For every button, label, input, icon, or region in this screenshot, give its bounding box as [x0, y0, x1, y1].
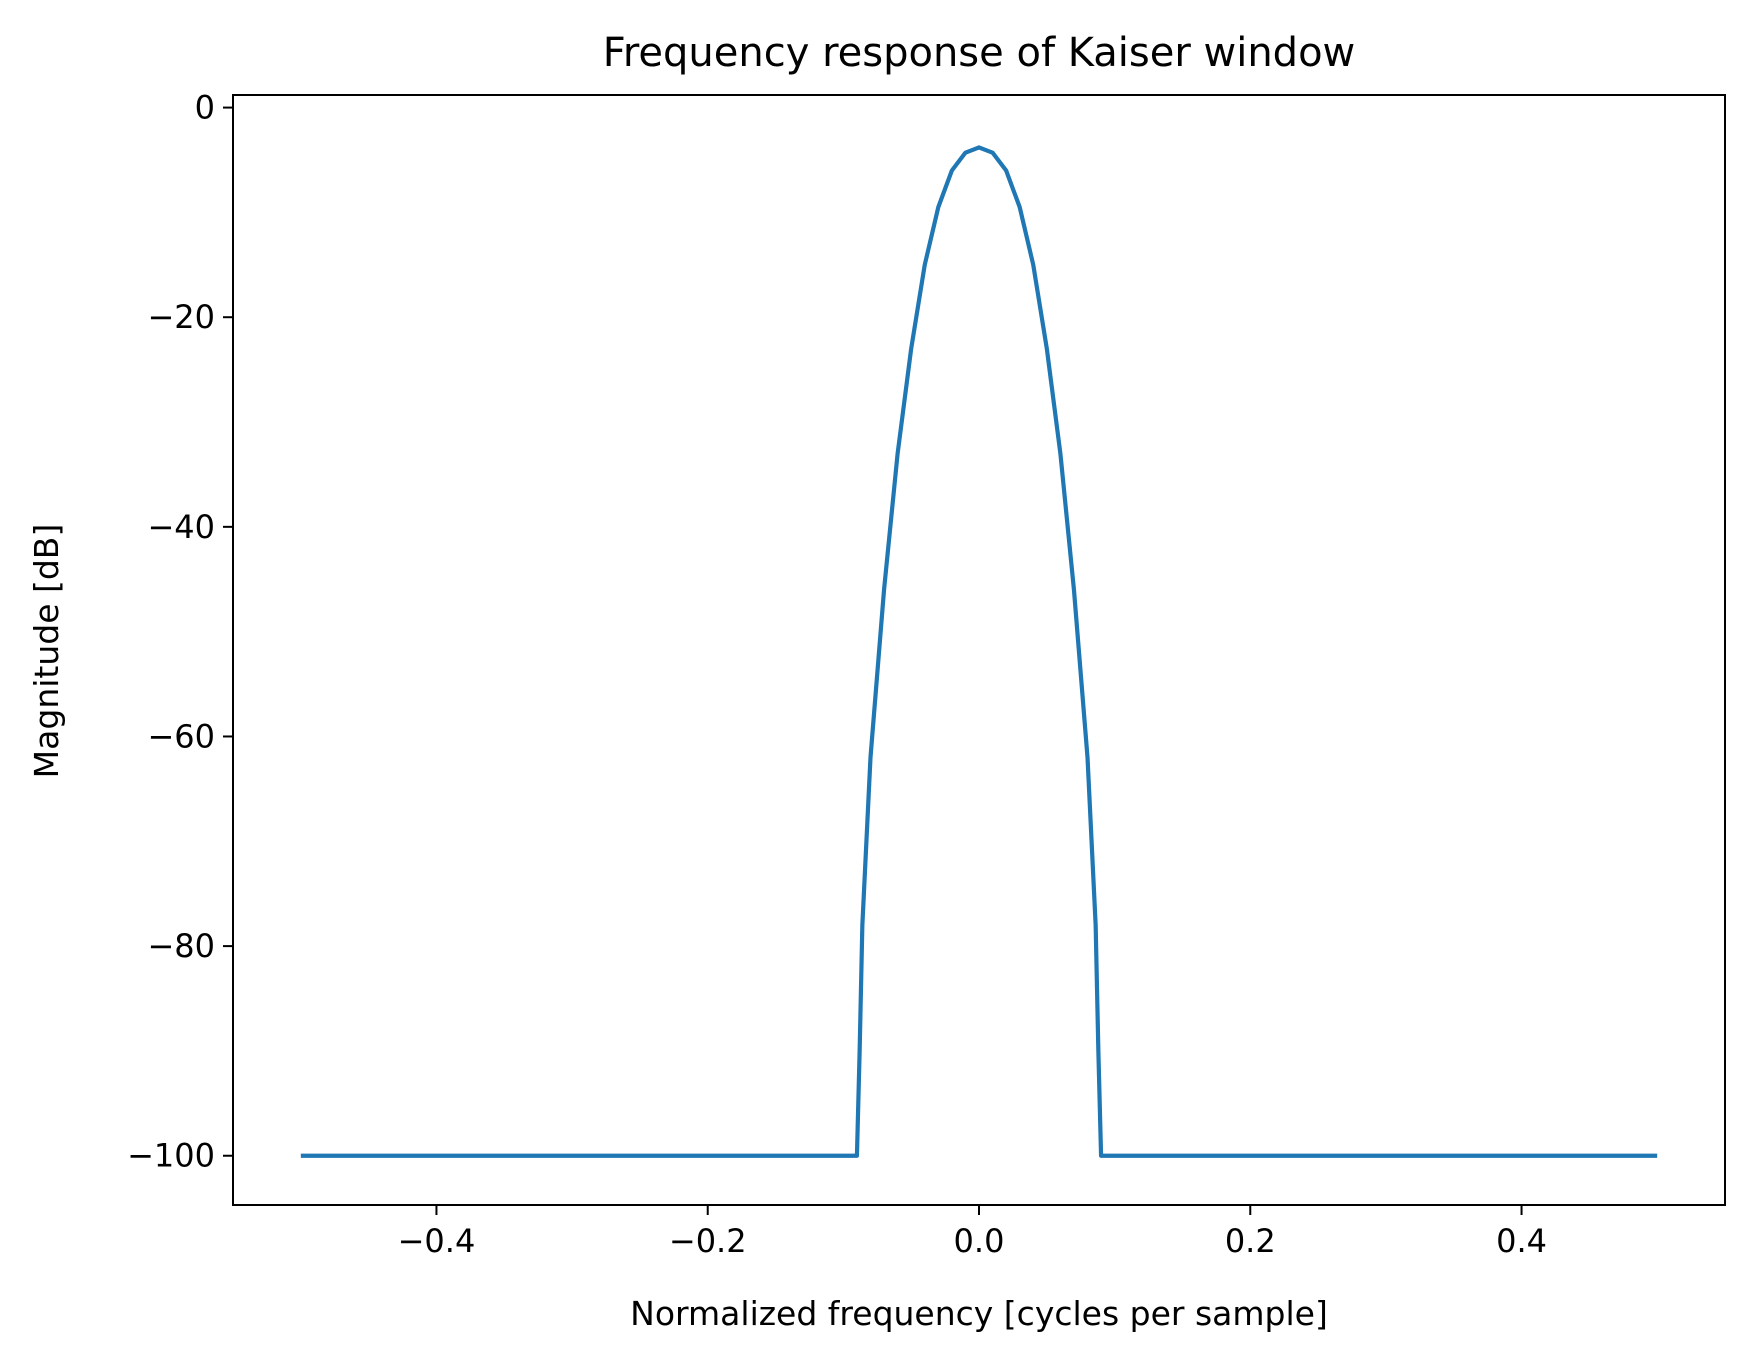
series-line-0	[300, 145, 1658, 1158]
y-tick-label: −20	[147, 298, 215, 336]
y-tick-label: 0	[195, 89, 215, 127]
x-tick-label: 0.0	[954, 1222, 1005, 1260]
y-tick-label: −100	[127, 1137, 215, 1175]
y-tick-label: −80	[147, 927, 215, 965]
x-axis-label: Normalized frequency [cycles per sample]	[630, 1294, 1328, 1333]
x-tick-label: 0.2	[1225, 1222, 1276, 1260]
chart-title: Frequency response of Kaiser window	[603, 30, 1356, 76]
y-tick-label: −40	[147, 508, 215, 546]
x-tick-label: −0.2	[669, 1222, 747, 1260]
y-tick-label: −60	[147, 717, 215, 755]
y-axis-label: Magnitude [dB]	[27, 524, 66, 779]
x-tick-label: 0.4	[1496, 1222, 1547, 1260]
x-tick-label: −0.4	[398, 1222, 476, 1260]
plot-area: −0.4 −0.2 0.0 0.2 0.4 0 −20 −40 −60 −80 −100	[127, 89, 1726, 1260]
